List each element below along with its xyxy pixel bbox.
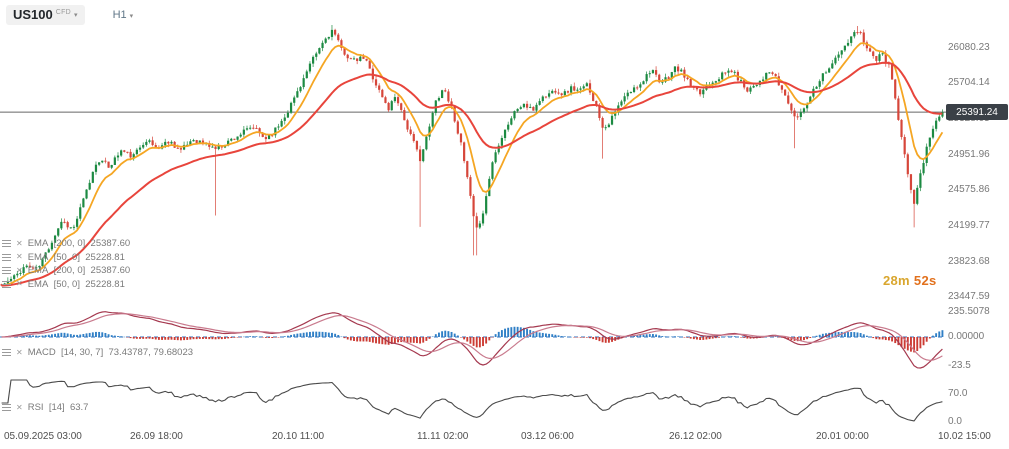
time-axis-label: 20.10 11:00 [272, 431, 325, 442]
indicator-settings-icon[interactable] [2, 240, 11, 248]
close-icon[interactable]: ✕ [16, 252, 23, 262]
candle-countdown-timer: 28m 52s [883, 273, 937, 288]
timeframe-label: H1 [112, 9, 127, 21]
current-price-badge: 25391.24 [946, 104, 1008, 121]
time-axis-label: 11.11 02:00 [417, 431, 469, 442]
axis-label: 0.0 [948, 416, 962, 427]
indicator-settings-icon[interactable] [2, 253, 11, 261]
legend-row: ✕ EMA [50, 0] 25228.81 [2, 251, 130, 265]
axis-label: 24951.96 [948, 148, 990, 160]
time-axis-label: 03.12 06:00 [521, 431, 574, 442]
legend-row: ✕ EMA [200, 0] 25387.60 [2, 237, 130, 251]
time-axis-label: 20.01 00:00 [816, 431, 869, 442]
indicator-settings-icon[interactable] [2, 280, 11, 288]
time-axis-label: 10.02 15:00 [938, 431, 991, 442]
time-axis[interactable]: 05.09.2025 03:00 26.09 18:00 20.10 11:00 11… [0, 431, 1009, 447]
close-icon[interactable]: ✕ [16, 238, 23, 248]
legend-text: EMA [50, 0] 25228.81 [27, 278, 125, 290]
legend-row: ✕ MACD [14, 30, 7] 73.43787, 79.68023 [2, 346, 193, 360]
chevron-down-icon: ▾ [74, 12, 78, 19]
indicator-settings-icon[interactable] [2, 404, 11, 412]
timer-minutes: 28m [883, 273, 910, 288]
instrument-symbol: US100 [13, 7, 53, 22]
axis-label: 23447.59 [948, 291, 990, 303]
close-icon[interactable]: ✕ [16, 265, 23, 275]
indicator-settings-icon[interactable] [2, 349, 11, 357]
indicator-settings-icon[interactable] [2, 267, 11, 275]
axis-label: 26080.23 [948, 41, 990, 53]
axis-label: -23.5 [948, 360, 971, 371]
timeframe-selector[interactable]: H1 ▾ [113, 9, 134, 21]
axis-label: 23823.68 [948, 255, 990, 267]
axis-label: 70.0 [948, 388, 968, 399]
current-price-value: 25391.24 [956, 106, 998, 118]
time-axis-label: 05.09.2025 03:00 [4, 431, 82, 442]
legend-row: ✕ EMA [200, 0] 25387.60 [2, 264, 130, 278]
legend-text: EMA [50, 0] 25228.81 [27, 251, 125, 263]
axis-label: 0.00000 [948, 331, 985, 342]
close-icon[interactable]: ✕ [16, 347, 23, 357]
axis-label: 25704.14 [948, 77, 990, 89]
legend-row: ✕ RSI [14] 63.7 [2, 401, 88, 415]
legend-text: EMA [200, 0] 25387.60 [27, 265, 131, 277]
axis-label: 235.5078 [948, 306, 990, 317]
time-axis-label: 26.12 02:00 [669, 431, 722, 442]
timer-seconds: 52s [913, 273, 937, 288]
close-icon[interactable]: ✕ [16, 402, 23, 412]
chevron-down-icon: ▾ [129, 13, 134, 20]
chart-toolbar: US100 CFD ▾ H1 ▾ [6, 5, 133, 25]
legend-text: MACD [14, 30, 7] 73.43787, 79.68023 [27, 347, 194, 359]
close-icon[interactable]: ✕ [16, 279, 23, 289]
legend-text: RSI [14] 63.7 [27, 402, 89, 414]
legend-row: ✕ EMA [50, 0] 25228.81 [2, 278, 130, 292]
macd-legend-block: ✕ MACD [14, 30, 7] 73.43787, 79.68023 [2, 346, 193, 360]
rsi-legend-block: ✕ RSI [14] 63.7 [2, 401, 88, 415]
axis-label: 24199.77 [948, 220, 990, 232]
instrument-type-label: CFD [55, 9, 72, 16]
legend-text: EMA [200, 0] 25387.60 [27, 238, 131, 250]
instrument-selector[interactable]: US100 CFD ▾ [6, 5, 85, 25]
time-axis-label: 26.09 18:00 [130, 431, 183, 442]
ema-legend-block: ✕ EMA [200, 0] 25387.60 ✕ EMA [50, 0] 25228… [2, 237, 130, 291]
axis-label: 24575.86 [948, 184, 990, 196]
